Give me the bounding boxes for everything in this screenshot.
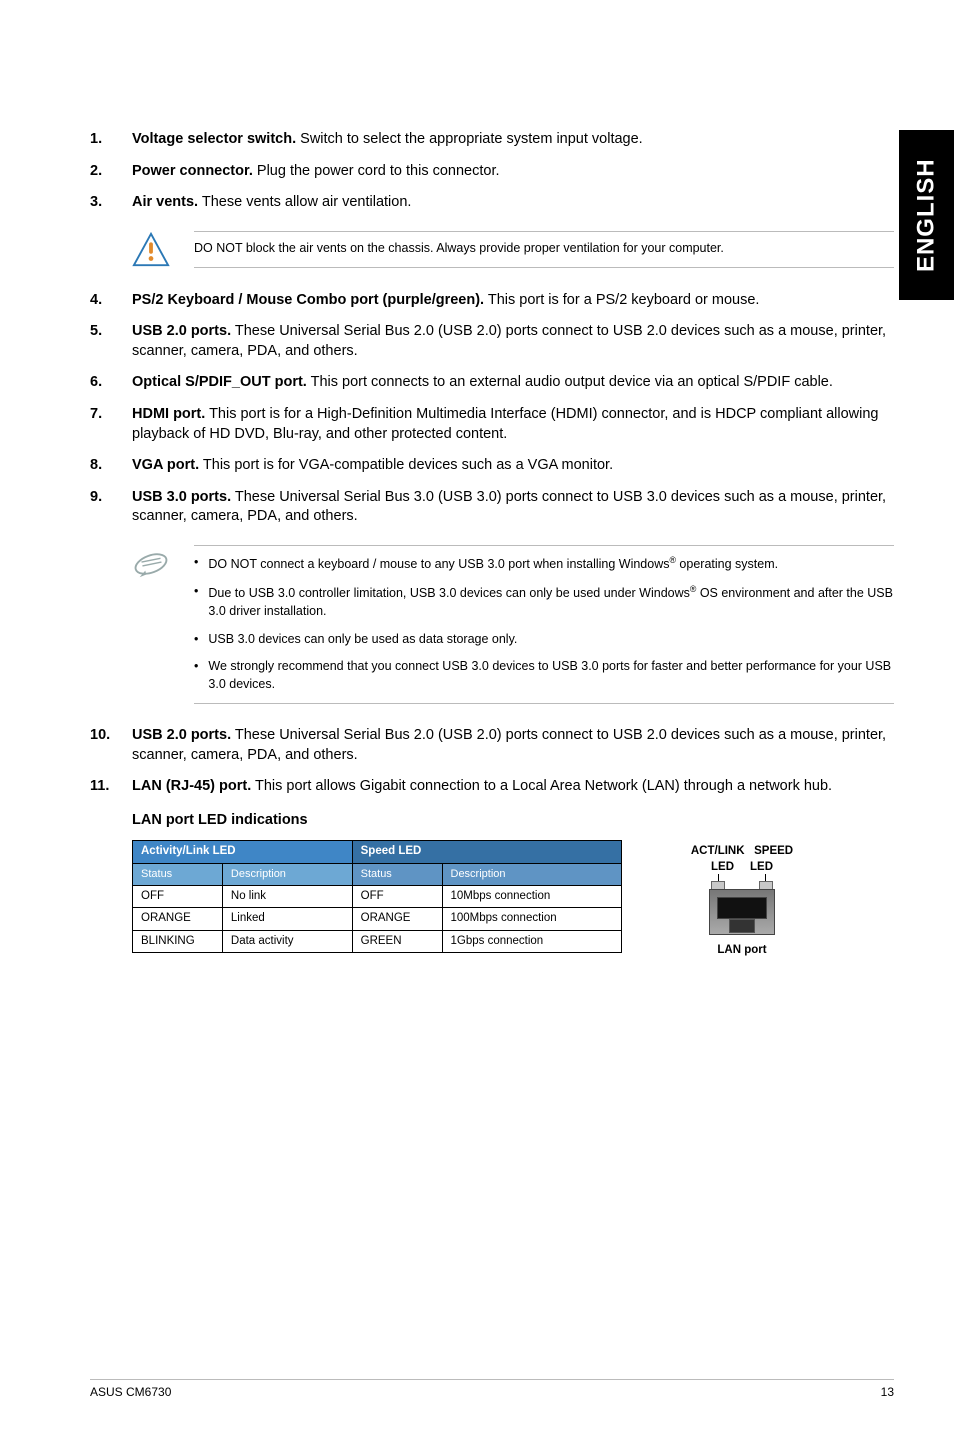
list-item-number: 8.: [90, 456, 132, 476]
list-item-number: 5.: [90, 322, 132, 361]
list-item: 11.LAN (RJ-45) port. This port allows Gi…: [90, 777, 894, 797]
list-item: 4.PS/2 Keyboard / Mouse Combo port (purp…: [90, 291, 894, 311]
table-cell: Linked: [222, 908, 352, 931]
rj45-port-icon: [701, 879, 783, 937]
table-cell: 10Mbps connection: [442, 885, 622, 908]
table-row: BLINKINGData activityGREEN1Gbps connecti…: [133, 930, 622, 953]
language-tab: ENGLISH: [899, 130, 954, 300]
table-cell: OFF: [352, 885, 442, 908]
table-cell: No link: [222, 885, 352, 908]
led-table: Activity/Link LED Speed LED StatusDescri…: [132, 840, 622, 953]
list-item-body: Air vents. These vents allow air ventila…: [132, 193, 894, 213]
warning-text: DO NOT block the air vents on the chassi…: [194, 231, 894, 269]
table-cell: Data activity: [222, 930, 352, 953]
list-item-number: 1.: [90, 130, 132, 150]
warning-icon: [132, 231, 170, 269]
lan-port-caption: LAN port: [662, 943, 822, 959]
led-label-1: LED: [711, 860, 734, 876]
act-link-label: ACT/LINK: [691, 845, 745, 857]
list-item-body: USB 2.0 ports. These Universal Serial Bu…: [132, 322, 894, 361]
table-subheader: Status: [133, 863, 223, 885]
list-item-number: 11.: [90, 777, 132, 797]
table-cell: 100Mbps connection: [442, 908, 622, 931]
table-cell: ORANGE: [133, 908, 223, 931]
table-cell: BLINKING: [133, 930, 223, 953]
list-item: 2.Power connector. Plug the power cord t…: [90, 162, 894, 182]
table-cell: GREEN: [352, 930, 442, 953]
table-cell: 1Gbps connection: [442, 930, 622, 953]
led-indications-heading: LAN port LED indications: [132, 811, 894, 831]
list-item-body: Optical S/PDIF_OUT port. This port conne…: [132, 373, 894, 393]
list-item-number: 2.: [90, 162, 132, 182]
list-item: 5.USB 2.0 ports. These Universal Serial …: [90, 322, 894, 361]
speed-led-header: Speed LED: [352, 841, 621, 864]
page-footer: ASUS CM6730 13: [90, 1379, 894, 1400]
list-item-number: 10.: [90, 726, 132, 765]
list-item-body: HDMI port. This port is for a High-Defin…: [132, 405, 894, 444]
led-table-wrapper: Activity/Link LED Speed LED StatusDescri…: [132, 840, 622, 953]
note-icon: [132, 545, 170, 583]
list-item-body: USB 2.0 ports. These Universal Serial Bu…: [132, 726, 894, 765]
list-item: 9.USB 3.0 ports. These Universal Serial …: [90, 488, 894, 527]
table-row: ORANGELinkedORANGE100Mbps connection: [133, 908, 622, 931]
speed-label: SPEED: [754, 845, 793, 857]
led-label-2: LED: [750, 860, 773, 876]
list-item: 8.VGA port. This port is for VGA-compati…: [90, 456, 894, 476]
note-callout: •DO NOT connect a keyboard / mouse to an…: [132, 539, 894, 710]
table-row: OFFNo linkOFF10Mbps connection: [133, 885, 622, 908]
table-subheader: Status: [352, 863, 442, 885]
list-item-number: 4.: [90, 291, 132, 311]
list-item-body: USB 3.0 ports. These Universal Serial Bu…: [132, 488, 894, 527]
list-item-body: Power connector. Plug the power cord to …: [132, 162, 894, 182]
language-tab-label: ENGLISH: [910, 158, 942, 272]
table-cell: OFF: [133, 885, 223, 908]
table-subheader: Description: [222, 863, 352, 885]
note-text: •DO NOT connect a keyboard / mouse to an…: [194, 545, 894, 704]
list-item-body: PS/2 Keyboard / Mouse Combo port (purple…: [132, 291, 894, 311]
list-item: 10.USB 2.0 ports. These Universal Serial…: [90, 726, 894, 765]
list-item: 1.Voltage selector switch. Switch to sel…: [90, 130, 894, 150]
list-item: 3.Air vents. These vents allow air venti…: [90, 193, 894, 213]
warning-callout: DO NOT block the air vents on the chassi…: [132, 225, 894, 275]
note-bullet: •DO NOT connect a keyboard / mouse to an…: [194, 554, 894, 574]
note-bullet: •We strongly recommend that you connect …: [194, 658, 894, 693]
note-bullet: •Due to USB 3.0 controller limitation, U…: [194, 583, 894, 620]
list-item-number: 7.: [90, 405, 132, 444]
list-item-number: 9.: [90, 488, 132, 527]
list-item-body: LAN (RJ-45) port. This port allows Gigab…: [132, 777, 894, 797]
list-item-body: VGA port. This port is for VGA-compatibl…: [132, 456, 894, 476]
list-item-body: Voltage selector switch. Switch to selec…: [132, 130, 894, 150]
list-item-number: 3.: [90, 193, 132, 213]
list-item: 7.HDMI port. This port is for a High-Def…: [90, 405, 894, 444]
table-cell: ORANGE: [352, 908, 442, 931]
list-item-number: 6.: [90, 373, 132, 393]
activity-link-led-header: Activity/Link LED: [133, 841, 353, 864]
footer-left: ASUS CM6730: [90, 1384, 171, 1400]
note-bullet: •USB 3.0 devices can only be used as dat…: [194, 631, 894, 649]
list-item: 6.Optical S/PDIF_OUT port. This port con…: [90, 373, 894, 393]
table-subheader: Description: [442, 863, 622, 885]
footer-page-number: 13: [881, 1384, 894, 1400]
lan-port-diagram: ACT/LINK SPEED LED LED LAN port: [662, 840, 822, 959]
